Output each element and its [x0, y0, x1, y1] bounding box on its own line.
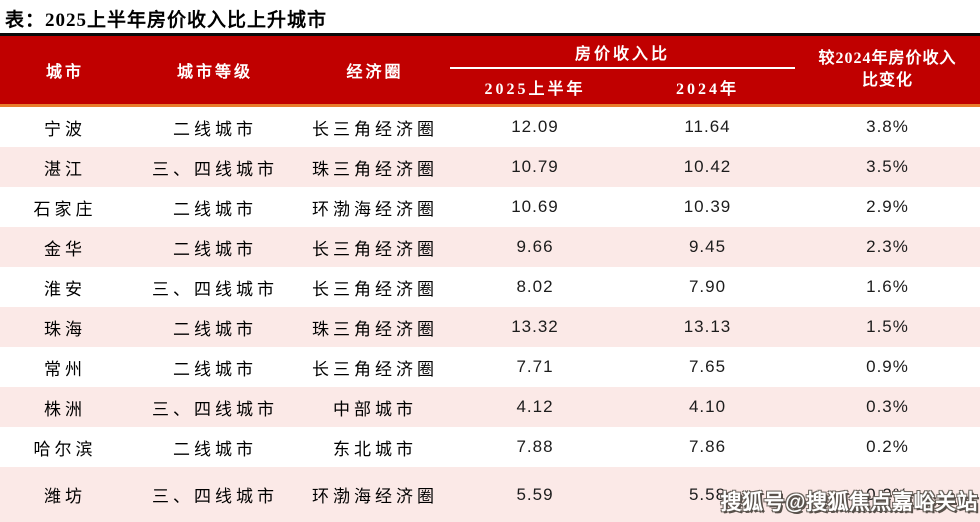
cell-city: 宁波 [44, 119, 86, 139]
cell-tier: 二线城市 [173, 359, 257, 379]
cell-city: 潍坊 [44, 487, 86, 506]
cell-change: 0.2% [866, 484, 909, 504]
cell-ratio-2025h1: 10.79 [511, 157, 559, 176]
cell-change: 1.5% [866, 317, 909, 336]
table-row: 宁波 二线城市 长三角经济圈 12.09 11.64 3.8% [0, 107, 980, 147]
header-cell-change-line2: 比变化 [861, 72, 913, 89]
cell-economic-circle: 中部城市 [333, 399, 417, 419]
cell-change: 1.6% [866, 277, 909, 296]
table-row: 湛江 三、四线城市 珠三角经济圈 10.79 10.42 3.5% [0, 147, 980, 187]
header-cell-change-line1: 较2024年房价收入 [818, 50, 957, 67]
cell-tier: 二线城市 [173, 239, 257, 259]
cell-economic-circle: 长三角经济圈 [312, 359, 438, 379]
cell-ratio-2025h1: 4.12 [516, 397, 554, 416]
cell-city: 常州 [44, 359, 86, 379]
table-title: 表：2025上半年房价收入比上升城市 [5, 10, 328, 31]
cell-city: 石家庄 [33, 199, 97, 219]
header-cell-change: 较2024年房价收入 比变化 [795, 36, 980, 104]
table-row: 金华 二线城市 长三角经济圈 9.66 9.45 2.3% [0, 227, 980, 267]
cell-economic-circle: 长三角经济圈 [312, 239, 438, 259]
cell-economic-circle: 珠三角经济圈 [312, 319, 438, 339]
header-cell-city: 城市 [45, 64, 84, 81]
cell-change: 0.9% [866, 357, 909, 376]
cell-change: 0.3% [866, 397, 909, 416]
table-row: 石家庄 二线城市 环渤海经济圈 10.69 10.39 2.9% [0, 187, 980, 227]
cell-change: 3.5% [866, 157, 909, 176]
cell-ratio-2025h1: 8.02 [516, 277, 554, 296]
cell-ratio-2024: 7.65 [688, 357, 727, 376]
data-table: 城市 城市等级 经济圈 房价收入比 2025上半年 2024年 较2024年房价… [0, 33, 980, 522]
cell-city: 淮安 [44, 279, 86, 299]
cell-city: 金华 [44, 239, 86, 259]
table-row: 潍坊 三、四线城市 环渤海经济圈 5.59 5.58 0.2% [0, 467, 980, 522]
cell-change: 2.9% [866, 197, 909, 216]
header-cell-2024: 2024年 [675, 80, 739, 98]
cell-ratio-2024: 4.10 [688, 397, 727, 416]
cell-ratio-2024: 10.39 [683, 197, 732, 216]
cell-economic-circle: 珠三角经济圈 [312, 159, 438, 179]
cell-economic-circle: 东北城市 [333, 439, 417, 459]
table-row: 株洲 三、四线城市 中部城市 4.12 4.10 0.3% [0, 387, 980, 427]
cell-change: 0.2% [866, 437, 909, 456]
cell-ratio-2024: 10.42 [683, 157, 732, 176]
cell-city: 株洲 [44, 399, 86, 419]
cell-change: 2.3% [866, 237, 909, 256]
table-header: 城市 城市等级 经济圈 房价收入比 2025上半年 2024年 较2024年房价… [0, 36, 980, 107]
cell-city: 哈尔滨 [33, 439, 97, 459]
cell-ratio-2024: 11.64 [684, 117, 731, 136]
cell-tier: 二线城市 [173, 199, 257, 219]
cell-tier: 二线城市 [173, 119, 257, 139]
cell-ratio-2025h1: 7.88 [516, 437, 554, 456]
cell-tier: 三、四线城市 [152, 487, 278, 506]
cell-ratio-2025h1: 13.32 [511, 317, 559, 336]
table-row: 淮安 三、四线城市 长三角经济圈 8.02 7.90 1.6% [0, 267, 980, 307]
cell-change: 3.8% [866, 117, 909, 136]
cell-tier: 三、四线城市 [152, 159, 278, 179]
cell-tier: 三、四线城市 [152, 399, 278, 419]
cell-economic-circle: 环渤海经济圈 [312, 199, 438, 219]
cell-city: 珠海 [44, 319, 86, 339]
cell-city: 湛江 [44, 159, 86, 179]
cell-economic-circle: 长三角经济圈 [312, 119, 438, 139]
table-row: 哈尔滨 二线城市 东北城市 7.88 7.86 0.2% [0, 427, 980, 467]
header-cell-tier: 城市等级 [176, 64, 253, 81]
cell-ratio-2024: 5.58 [688, 484, 727, 504]
cell-economic-circle: 长三角经济圈 [312, 279, 438, 299]
cell-economic-circle: 环渤海经济圈 [312, 487, 438, 506]
header-cell-ratio-group: 房价收入比 [450, 36, 795, 69]
cell-ratio-2024: 7.86 [688, 437, 727, 456]
table-body: 宁波 二线城市 长三角经济圈 12.09 11.64 3.8% 湛江 三、四线城… [0, 107, 980, 522]
table-row: 常州 二线城市 长三角经济圈 7.71 7.65 0.9% [0, 347, 980, 387]
cell-ratio-2024: 13.13 [683, 317, 732, 336]
cell-ratio-2025h1: 10.69 [511, 197, 559, 216]
header-cell-economic-circle: 经济圈 [346, 64, 404, 81]
watermark: 搜狐号@搜狐焦点嘉峪关站 [720, 491, 978, 514]
cell-ratio-2025h1: 9.66 [516, 237, 554, 256]
header-cell-2025h1: 2025上半年 [484, 80, 586, 98]
cell-ratio-2025h1: 5.59 [516, 484, 554, 504]
cell-tier: 二线城市 [173, 439, 257, 459]
cell-tier: 三、四线城市 [152, 279, 278, 299]
cell-ratio-2024: 9.45 [688, 237, 727, 256]
table-row: 珠海 二线城市 珠三角经济圈 13.32 13.13 1.5% [0, 307, 980, 347]
cell-ratio-2024: 7.90 [688, 277, 727, 296]
cell-ratio-2025h1: 12.09 [511, 117, 559, 136]
cell-tier: 二线城市 [173, 319, 257, 339]
cell-ratio-2025h1: 7.71 [516, 357, 554, 376]
